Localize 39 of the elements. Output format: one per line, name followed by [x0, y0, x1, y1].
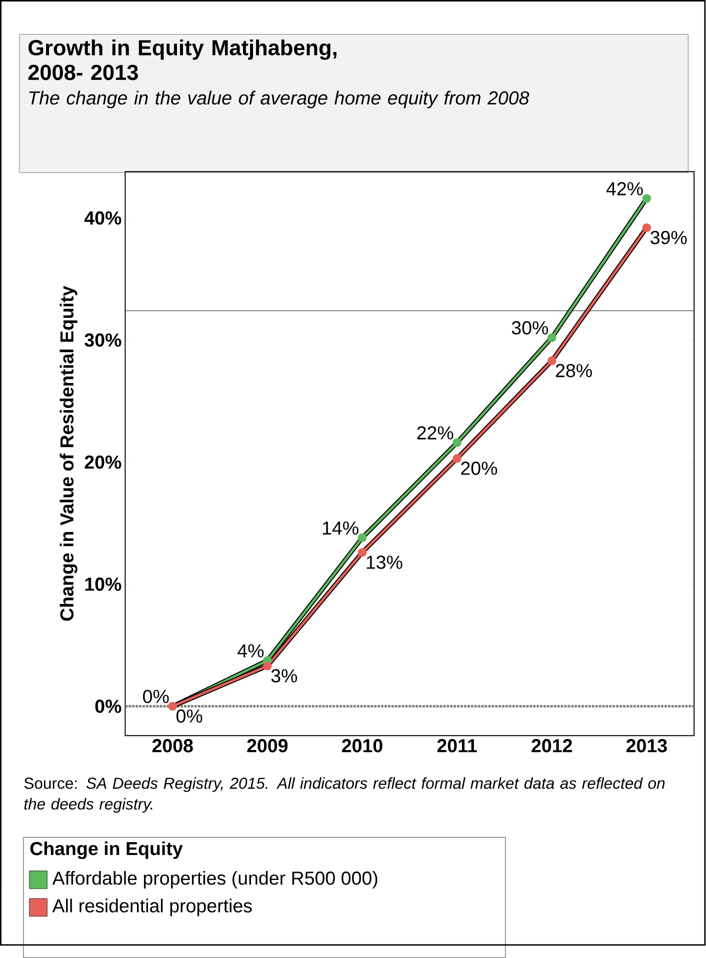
legend-label: Affordable properties (under R500 000) [52, 871, 378, 889]
point [548, 333, 556, 342]
point [358, 548, 367, 557]
data-label: 4% [238, 644, 264, 658]
y-tick-label: 0% [95, 700, 122, 713]
x-tick-label: 2010 [342, 739, 382, 752]
data-label: 20% [461, 462, 498, 475]
data-label: 30% [512, 321, 548, 334]
x-tick-label: 2009 [247, 739, 288, 752]
y-tick-label: 10% [85, 578, 122, 591]
y-tick-label: 20% [84, 455, 122, 469]
data-label: 42% [606, 182, 643, 196]
data-label: 22% [417, 426, 454, 440]
x-tick-label: 2008 [152, 739, 194, 752]
point [263, 662, 272, 670]
point [358, 533, 367, 542]
point [642, 194, 652, 203]
x-tick-label: 2011 [437, 739, 478, 752]
point [452, 438, 462, 447]
point [548, 356, 556, 366]
data-label: 39% [650, 230, 687, 244]
data-label: 0% [176, 709, 202, 723]
chart-title: Growth in Equity Matjhabeng, 2008- 2013 [28, 39, 337, 80]
y-axis-title: Change in Value of Residential Equity [60, 286, 78, 621]
data-label: 3% [271, 669, 298, 682]
y-tick-label: 40% [84, 211, 122, 225]
y-tick-label: 30% [84, 333, 122, 347]
x-tick-label: 2013 [626, 739, 668, 752]
legend-label: All residential properties [52, 898, 252, 916]
chart-subtitle: The change in the value of average home equity from 2008 [29, 90, 530, 108]
data-label: 14% [323, 522, 359, 535]
x-tick-label: 2012 [532, 739, 572, 752]
legend-title: Change in Equity [30, 841, 183, 860]
data-label: 28% [556, 364, 592, 378]
data-label: 0% [143, 690, 169, 704]
data-label: 13% [366, 556, 402, 569]
source-note: Source: SA Deeds Registry, 2015. All indicators reflect formal market data as reflected on the deeds registry. [24, 777, 665, 813]
point [452, 454, 462, 463]
point [642, 223, 652, 232]
